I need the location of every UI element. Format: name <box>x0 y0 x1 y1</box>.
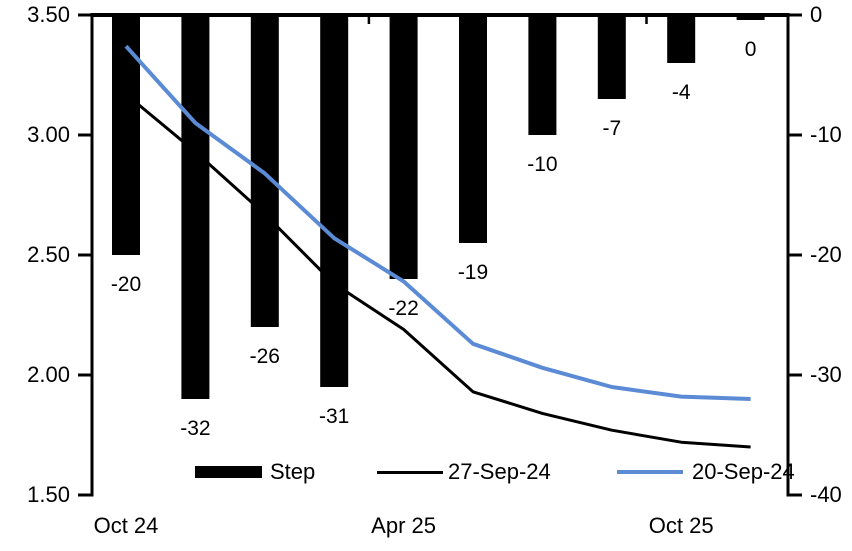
bar-data-label: -20 <box>110 273 142 296</box>
left-axis-tick-label: 1.50 <box>27 482 70 507</box>
bar-data-label: -22 <box>388 297 419 320</box>
legend-item-20-sep-24: 20-Sep-24 <box>617 459 795 485</box>
line-20-sep-24 <box>124 44 751 401</box>
bar-step <box>667 15 696 63</box>
right-axis-tick-label: -20 <box>810 242 842 267</box>
line-swatch-27-sep-24 <box>377 470 443 474</box>
x-axis-label: Apr 25 <box>371 513 436 538</box>
right-axis-tick-label: -30 <box>810 362 842 387</box>
legend-step-label: Step <box>270 459 316 484</box>
bar-step <box>389 15 418 279</box>
right-axis-tick-label: -10 <box>810 122 842 147</box>
bar-data-label: -7 <box>602 117 622 140</box>
right-axis-tick-label: 0 <box>810 2 823 27</box>
left-axis-tick-label: 3.00 <box>27 122 70 147</box>
right-axis-tick-label: -40 <box>810 482 842 507</box>
bar-data-label: 0 <box>744 38 757 61</box>
x-axis-label: Oct 24 <box>93 513 159 538</box>
left-axis-tick-label: 2.00 <box>27 362 70 387</box>
legend-27-sep-24-label: 27-Sep-24 <box>448 459 551 484</box>
step-bar-swatch <box>195 466 262 478</box>
bar-step <box>181 15 210 399</box>
line-27-sep-24 <box>125 93 751 449</box>
legend-item-step: Step <box>195 459 315 485</box>
bar-step <box>320 15 349 387</box>
bar-data-label: -26 <box>249 345 280 368</box>
line-swatch-20-sep-24 <box>617 470 683 474</box>
bar-step <box>597 15 626 99</box>
legend-20-sep-24-label: 20-Sep-24 <box>692 459 795 484</box>
left-axis-tick-label: 3.50 <box>27 2 70 27</box>
bar-data-label: -31 <box>319 405 350 428</box>
bar-step <box>459 15 487 243</box>
x-axis-label: Oct 25 <box>648 513 714 538</box>
left-axis-tick-label: 2.50 <box>27 242 70 267</box>
bar-step <box>528 15 557 135</box>
bar-data-label: -19 <box>457 261 489 284</box>
legend-item-27-sep-24: 27-Sep-24 <box>377 459 551 485</box>
bar-data-label: -32 <box>180 417 211 440</box>
bar-step <box>112 15 140 255</box>
bar-step <box>736 15 765 20</box>
bar-data-label: -4 <box>671 81 691 104</box>
bar-data-label: -10 <box>527 153 558 176</box>
